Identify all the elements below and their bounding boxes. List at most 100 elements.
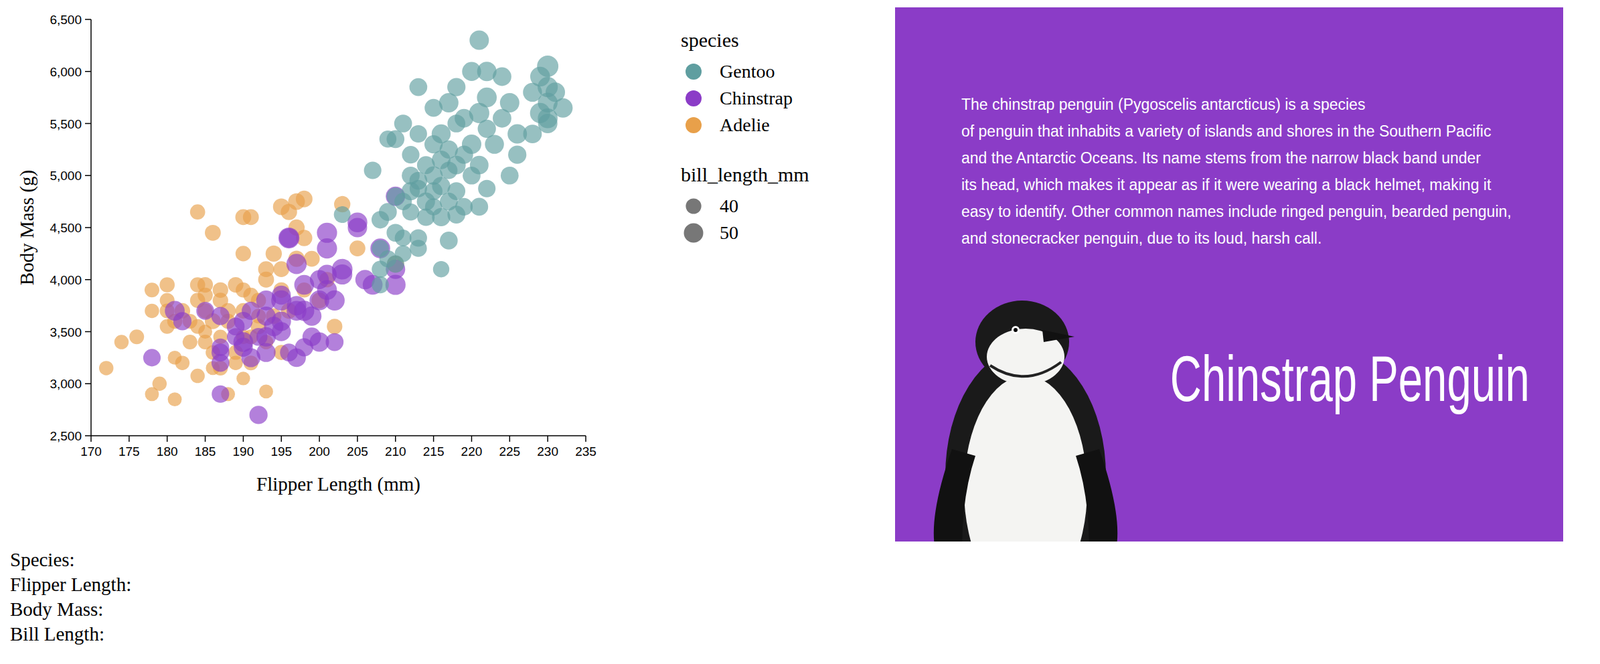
point[interactable] [424, 182, 443, 201]
point[interactable] [500, 166, 519, 185]
detail-label: Body Mass: [10, 597, 132, 622]
point[interactable] [168, 392, 183, 407]
point[interactable] [409, 239, 428, 258]
point[interactable] [295, 190, 313, 208]
point[interactable] [469, 30, 489, 51]
point[interactable] [469, 198, 489, 217]
point[interactable] [508, 145, 527, 165]
point[interactable] [364, 161, 382, 179]
point[interactable] [243, 209, 260, 226]
point[interactable] [409, 125, 428, 143]
point[interactable] [129, 329, 144, 345]
point[interactable] [190, 368, 205, 383]
point[interactable] [175, 355, 190, 370]
point[interactable] [386, 255, 405, 273]
point[interactable] [402, 203, 420, 221]
point[interactable] [334, 206, 351, 223]
point[interactable] [144, 282, 160, 298]
point[interactable] [386, 255, 405, 274]
point[interactable] [371, 210, 389, 229]
point[interactable] [114, 334, 129, 349]
point[interactable] [492, 109, 512, 128]
point[interactable] [332, 259, 353, 280]
point[interactable] [243, 287, 259, 304]
point[interactable] [347, 218, 367, 238]
point[interactable] [316, 238, 337, 259]
point[interactable] [235, 245, 252, 262]
point[interactable] [447, 205, 466, 224]
panel-text-line: and stonecracker penguin, due to its lou… [961, 224, 1512, 252]
point[interactable] [182, 334, 198, 350]
point[interactable] [317, 280, 338, 301]
point[interactable] [447, 114, 466, 133]
point[interactable] [424, 99, 443, 118]
panel-text-line: and the Antarctic Oceans. Its name stems… [961, 144, 1512, 172]
point[interactable] [287, 348, 306, 367]
legend-swatch [685, 90, 702, 107]
point[interactable] [152, 376, 167, 391]
point[interactable] [294, 275, 315, 296]
point[interactable] [286, 253, 307, 274]
point[interactable] [249, 328, 268, 347]
point[interactable] [409, 172, 428, 191]
point[interactable] [462, 166, 481, 185]
point[interactable] [409, 78, 428, 97]
size-legend-swatch [685, 198, 701, 214]
point[interactable] [212, 282, 229, 298]
point[interactable] [249, 405, 268, 424]
panel-text-line: of penguin that inhabits a variety of is… [961, 117, 1512, 145]
point[interactable] [265, 245, 282, 262]
point[interactable] [477, 180, 496, 198]
point[interactable] [484, 134, 504, 154]
point[interactable] [211, 385, 229, 404]
point[interactable] [379, 130, 397, 148]
point[interactable] [439, 231, 458, 250]
detail-label: Species: [10, 547, 132, 573]
point[interactable] [198, 334, 213, 350]
point[interactable] [173, 311, 192, 331]
point[interactable] [349, 240, 366, 257]
point[interactable] [401, 145, 420, 164]
point[interactable] [211, 338, 229, 357]
x-tick-label: 210 [384, 444, 407, 459]
point[interactable] [258, 261, 275, 278]
y-tick [85, 331, 92, 333]
x-tick [546, 435, 549, 442]
point[interactable] [143, 348, 161, 367]
y-tick-label: 5,000 [49, 168, 82, 183]
point[interactable] [256, 342, 276, 362]
point[interactable] [233, 338, 253, 357]
size-legend-label: 50 [719, 222, 739, 244]
point[interactable] [371, 260, 389, 278]
x-tick [509, 435, 511, 442]
point[interactable] [394, 114, 413, 133]
point[interactable] [271, 290, 292, 311]
point[interactable] [431, 208, 450, 227]
point[interactable] [204, 224, 221, 242]
point[interactable] [259, 384, 274, 399]
point[interactable] [211, 354, 230, 373]
point[interactable] [386, 223, 405, 242]
point[interactable] [190, 204, 206, 220]
point[interactable] [293, 300, 314, 321]
point[interactable] [190, 277, 206, 293]
point[interactable] [447, 155, 466, 175]
point[interactable] [492, 67, 512, 87]
point[interactable] [325, 333, 344, 352]
point[interactable] [144, 303, 159, 318]
point[interactable] [371, 276, 389, 294]
point[interactable] [263, 316, 284, 337]
point[interactable] [278, 227, 300, 249]
point[interactable] [236, 371, 250, 385]
point[interactable] [522, 124, 542, 144]
legend-label: Gentoo [719, 60, 775, 82]
y-tick-label: 4,500 [49, 220, 82, 235]
point[interactable] [302, 327, 322, 347]
point[interactable] [159, 277, 175, 293]
point[interactable] [433, 261, 450, 278]
point[interactable] [326, 318, 343, 335]
point[interactable] [228, 355, 243, 370]
point[interactable] [99, 360, 114, 375]
point[interactable] [537, 108, 558, 129]
point[interactable] [196, 301, 215, 320]
